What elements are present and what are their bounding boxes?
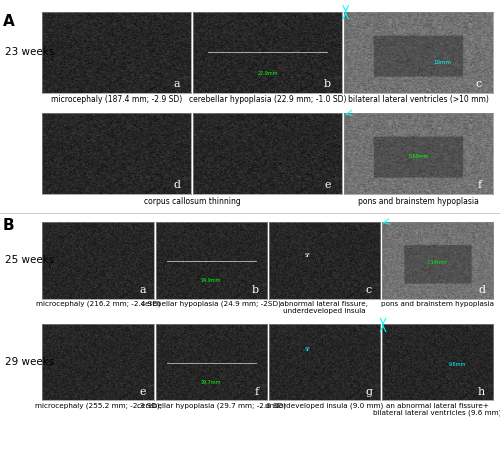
Text: microcephaly (216.2 mm; -2.4 SD): microcephaly (216.2 mm; -2.4 SD) (36, 301, 160, 307)
Text: 29.7mm: 29.7mm (201, 380, 222, 385)
Text: h: h (478, 387, 485, 397)
Text: 25 weeks: 25 weeks (5, 256, 54, 265)
Text: 29 weeks: 29 weeks (5, 357, 54, 367)
Text: abnormal lateral fissure,
underdeveloped insula: abnormal lateral fissure, underdeveloped… (280, 301, 368, 314)
Text: a: a (139, 285, 146, 295)
Text: underdeveloped insula (9.0 mm): underdeveloped insula (9.0 mm) (265, 403, 384, 409)
Text: microcephaly (255.2 mm; -2.3 SD);: microcephaly (255.2 mm; -2.3 SD); (34, 403, 162, 409)
Text: cerebellar hypoplasia (24.9 mm; -2SD): cerebellar hypoplasia (24.9 mm; -2SD) (142, 301, 281, 307)
Text: e: e (325, 181, 332, 190)
Text: c: c (366, 285, 372, 295)
Text: pons and brainstem hypoplasia: pons and brainstem hypoplasia (358, 197, 479, 206)
Text: a: a (174, 79, 180, 88)
Text: 9.6mm: 9.6mm (448, 362, 466, 367)
Text: 22.9mm: 22.9mm (257, 71, 278, 76)
Text: f: f (255, 387, 259, 397)
Text: d: d (174, 181, 180, 190)
Text: B: B (2, 218, 14, 232)
Text: microcephaly (187.4 mm; -2.9 SD): microcephaly (187.4 mm; -2.9 SD) (51, 95, 182, 104)
Text: SF: SF (304, 253, 310, 257)
Text: 7.14mm: 7.14mm (427, 260, 448, 265)
Text: bilateral lateral ventricles (>10 mm): bilateral lateral ventricles (>10 mm) (348, 95, 489, 104)
Text: cerebellar hypoplasia (29.7 mm; -2.6 SD): cerebellar hypoplasia (29.7 mm; -2.6 SD) (136, 403, 286, 409)
Text: 10mm: 10mm (433, 60, 451, 65)
Text: g: g (365, 387, 372, 397)
Text: cerebellar hypoplasia (22.9 mm; -1.0 SD): cerebellar hypoplasia (22.9 mm; -1.0 SD) (189, 95, 346, 104)
Text: an abnormal lateral fissure+
bilateral lateral ventricles (9.6 mm): an abnormal lateral fissure+ bilateral l… (373, 403, 500, 416)
Text: pons and brainstem hypoplasia: pons and brainstem hypoplasia (381, 301, 494, 307)
Text: SF: SF (304, 347, 310, 352)
Text: f: f (478, 181, 482, 190)
Text: 23 weeks: 23 weeks (5, 47, 54, 57)
Text: corpus callosum thinning: corpus callosum thinning (144, 197, 240, 206)
Text: e: e (140, 387, 146, 397)
Text: A: A (2, 14, 14, 29)
Text: 5.69mm: 5.69mm (408, 154, 428, 159)
Text: d: d (478, 285, 485, 295)
Text: b: b (324, 79, 332, 88)
Text: c: c (476, 79, 482, 88)
Text: b: b (252, 285, 259, 295)
Text: 24.9mm: 24.9mm (201, 278, 222, 283)
